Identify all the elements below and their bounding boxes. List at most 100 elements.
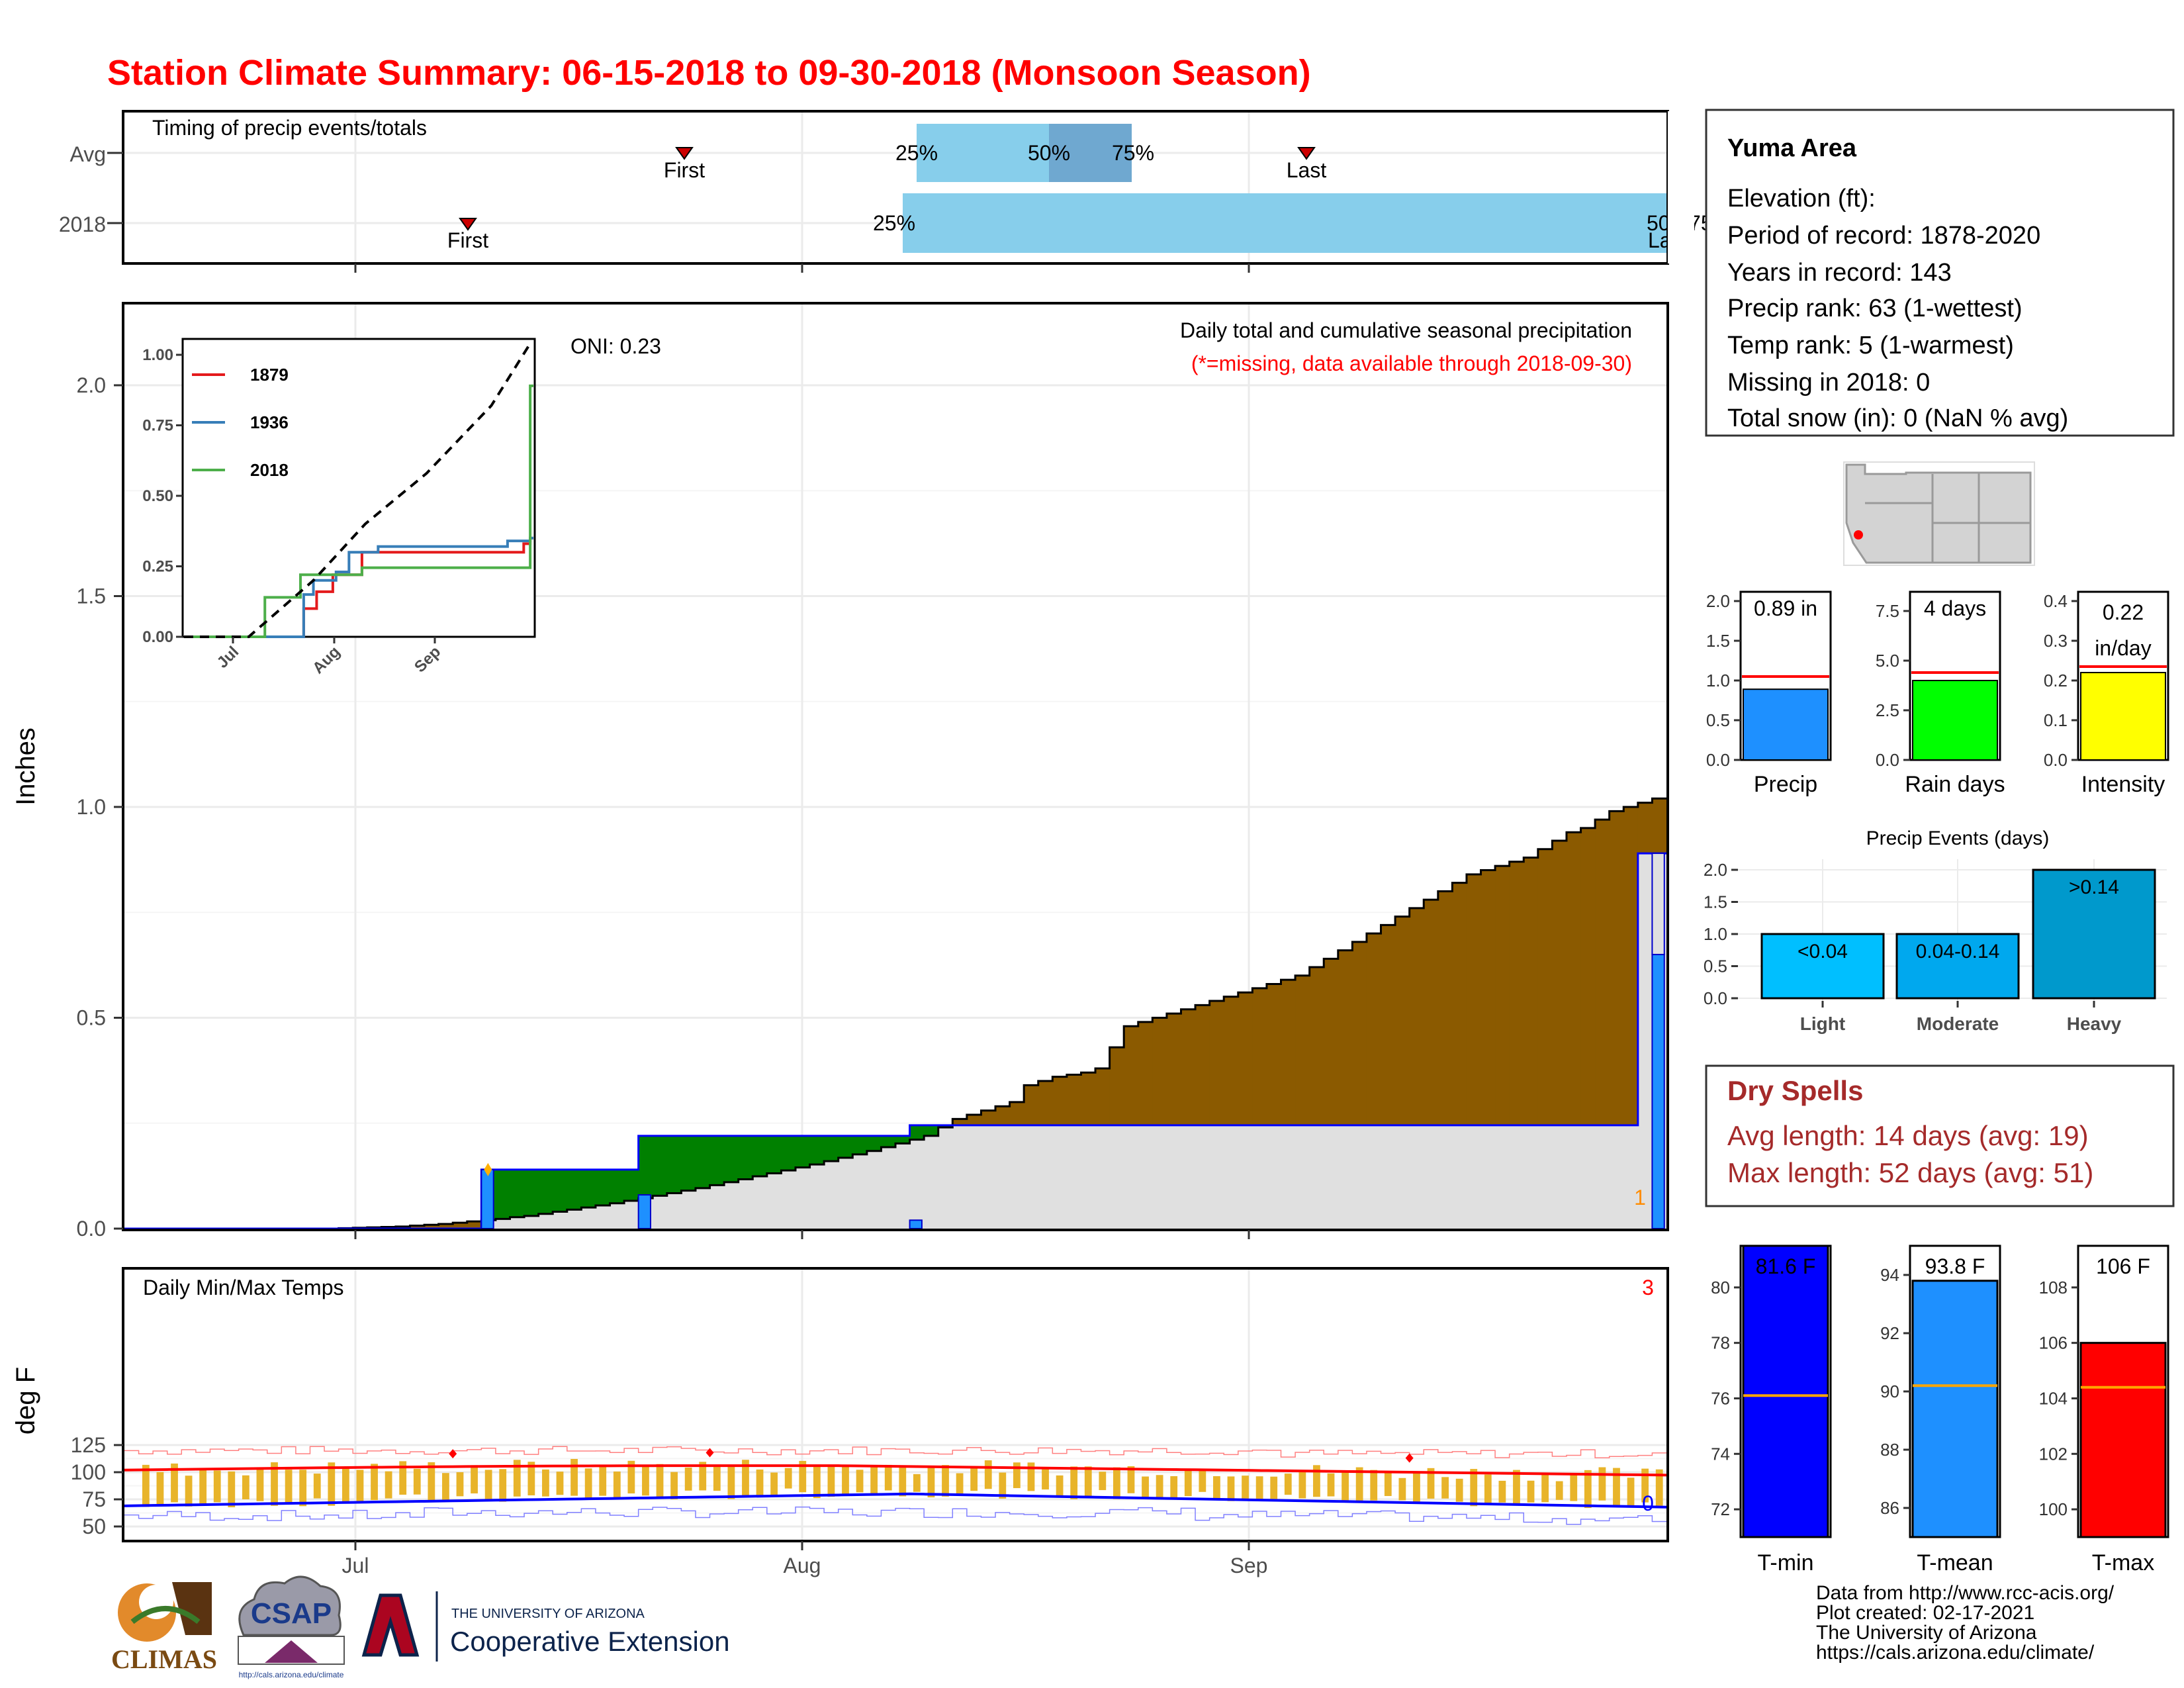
cum-2018-above-area (567, 1169, 582, 1210)
cum-2018-above-area (638, 1135, 653, 1199)
cum-avg-above-area (1409, 908, 1424, 1125)
temp-bar-category-label: T-max (2092, 1550, 2154, 1575)
cum-avg-above-area (1495, 866, 1510, 1125)
cum-avg-above-area (1566, 832, 1582, 1125)
inset-y-tick-label: 0.00 (142, 628, 173, 646)
mini-bar-category-label: Precip (1754, 772, 1817, 797)
y-tick-label: 94 (1880, 1265, 1899, 1285)
daily-temp-bar (1099, 1472, 1107, 1491)
cum-2018-above-area (553, 1169, 568, 1212)
cum-2018-above-area (524, 1169, 539, 1216)
temp-summary-bars: 81.6 F 72 74 76 78 80 T-min 93.8 F 86 88 90 92 94 T-m… (1711, 1244, 2169, 1575)
credit-line: Plot created: 02-17-2021 (1816, 1602, 2034, 1624)
y-tick-label: 0.0 (1706, 750, 1730, 770)
cum-2018-above-area (681, 1135, 696, 1191)
cum-avg-above-area (1309, 967, 1324, 1125)
y-tick-label: 102 (2039, 1444, 2068, 1464)
cum-2018-above-area (924, 1125, 939, 1136)
daily-temp-bar (899, 1466, 907, 1497)
cum-2018-above-area (581, 1169, 596, 1208)
event-bar (1895, 933, 2020, 1000)
cum-avg-above-area (424, 1225, 439, 1229)
event-bar (2032, 868, 2156, 1000)
cum-avg-above-area (952, 1119, 968, 1125)
record-high-marker (449, 1449, 457, 1459)
cum-2018-above-area (824, 1135, 839, 1162)
inset-legend-label: 2018 (250, 460, 289, 480)
daily-temp-bar (313, 1474, 321, 1499)
daily-temp-bar (1384, 1472, 1392, 1496)
cum-2018-above-area (495, 1169, 511, 1219)
temp-bar-category-label: T-min (1758, 1550, 1814, 1575)
avg-p25-label: 25% (895, 141, 938, 165)
credit-line: The University of Arizona (1816, 1622, 2037, 1644)
daily-temp-bar (371, 1464, 378, 1501)
cum-2018-above-area (838, 1135, 853, 1158)
daily-temp-bar (1584, 1470, 1592, 1509)
cum-2018-above-area (895, 1135, 911, 1144)
daily-temp-bar (1398, 1477, 1406, 1501)
cum-avg-above-area (1524, 857, 1539, 1125)
cum-2018-above-area (766, 1135, 782, 1174)
precip-ylabel: Inches (11, 727, 40, 806)
max-precip-marker (484, 1162, 492, 1176)
avg-last-marker (1297, 147, 1316, 160)
cum-avg-above-area (1138, 1021, 1153, 1125)
dry-spells-box: Dry Spells Avg length: 14 days (avg: 19)… (1705, 1064, 2175, 1207)
y-tick-label: 0.5 (1706, 710, 1730, 730)
station-location-marker (1854, 530, 1863, 539)
y-tick-label: 0.0 (1704, 988, 1727, 1008)
daily-temp-bar (1298, 1471, 1306, 1499)
daily-temp-bar (285, 1470, 293, 1505)
csap-logo-text: CSAP (251, 1597, 332, 1630)
x-tick-label: Light (1800, 1013, 1845, 1034)
daily-temp-bar (1484, 1474, 1492, 1505)
cum-avg-above-area (1009, 1102, 1024, 1125)
mini-bar-value-label: 4 days (1924, 596, 1986, 620)
daily-temp-bar (1441, 1477, 1449, 1499)
cum-2018-above-area (809, 1135, 825, 1165)
avg-iqr-bar-dark (1049, 124, 1132, 182)
logos: CLIMAS CSAP http://cals.arizona.edu/clim… (111, 1575, 730, 1679)
mini-bar-value-label: in/day (2095, 636, 2151, 660)
cum-2018-above-area (695, 1135, 711, 1188)
y-tick-label: 0.5 (77, 1006, 106, 1030)
daily-temp-bar (1170, 1476, 1178, 1499)
daily-temp-bar (1455, 1478, 1463, 1502)
temp-bar-value-label: 93.8 F (1925, 1254, 1985, 1278)
y-tick-label: 0.4 (2044, 591, 2068, 611)
y-tick-label: 1.5 (77, 585, 106, 608)
y-tick-label: 0.0 (77, 1217, 106, 1241)
daily-temp-bar (1541, 1474, 1549, 1503)
daily-temp-bar (1213, 1476, 1220, 1499)
daily-temp-bar (1342, 1472, 1349, 1502)
info-line: Temp rank: 5 (1-warmest) (1727, 332, 2014, 359)
inset-series-line (184, 384, 533, 638)
info-line: Elevation (ft): (1727, 185, 1876, 212)
inset-legend-label: 1936 (250, 412, 289, 432)
daily-temp-bar (956, 1473, 964, 1495)
y-tick-label: 0.0 (2044, 750, 2068, 770)
y-tick-label: 0.1 (2044, 710, 2068, 730)
avg-cumulative-line (124, 797, 1666, 1230)
daily-temp-bar (1513, 1470, 1520, 1505)
avg-first-label: First (664, 158, 705, 182)
inset-y-tick-label: 0.25 (142, 558, 173, 576)
daily-temp-bar (1370, 1470, 1378, 1501)
y-tick-label: 80 (1711, 1278, 1730, 1297)
oni-label: ONI: 0.23 (570, 334, 661, 358)
daily-temp-bar (570, 1458, 578, 1496)
cum-avg-above-area (966, 1115, 982, 1125)
daily-temp-bar (142, 1464, 150, 1507)
info-line: Missing in 2018: 0 (1727, 369, 1930, 397)
cum-2018-above-area (653, 1135, 668, 1196)
cum-avg-above-area (1266, 984, 1282, 1125)
daily-temp-bar (499, 1469, 507, 1502)
daily-temp-bar (385, 1471, 392, 1499)
y-tick-label: 0.5 (1704, 957, 1727, 976)
cum-avg-above-area (1466, 874, 1482, 1125)
daily-temp-bar (842, 1466, 849, 1495)
daily-temp-bar (1641, 1468, 1649, 1503)
daily-temp-bar (1113, 1467, 1120, 1499)
daily-temp-bar (1013, 1462, 1021, 1489)
